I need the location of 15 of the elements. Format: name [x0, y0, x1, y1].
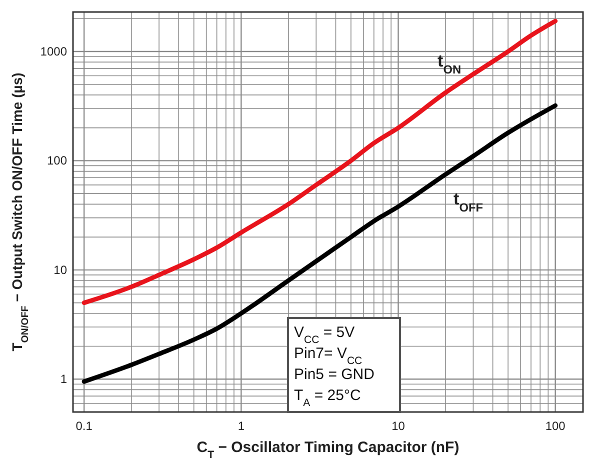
y-tick-label: 100: [46, 154, 68, 168]
annotation: T$_{A}$ = 25°C: [294, 387, 361, 409]
x-axis-title: C$_{T}$ − Oscillator Timing Capacitor (nF): [196, 439, 460, 461]
series-label: t$_{OFF}$: [454, 189, 483, 214]
x-tick-label: 10: [392, 419, 406, 433]
y-tick-label: 1: [60, 372, 68, 386]
y-tick-label: 1000: [40, 44, 68, 59]
y-tick-label: 10: [54, 262, 68, 277]
x-tick-label: 100: [545, 419, 566, 433]
annotation: V$_{CC}$ = 5V: [294, 324, 355, 346]
x-tick-label: 0.1: [76, 419, 93, 433]
annotation: Pin5 = GND: [294, 366, 375, 383]
annotation: Pin7= V$_{CC}$: [294, 345, 363, 367]
x-tick-label: 1: [238, 419, 245, 433]
series-label: t$_{ON}$: [438, 52, 462, 77]
